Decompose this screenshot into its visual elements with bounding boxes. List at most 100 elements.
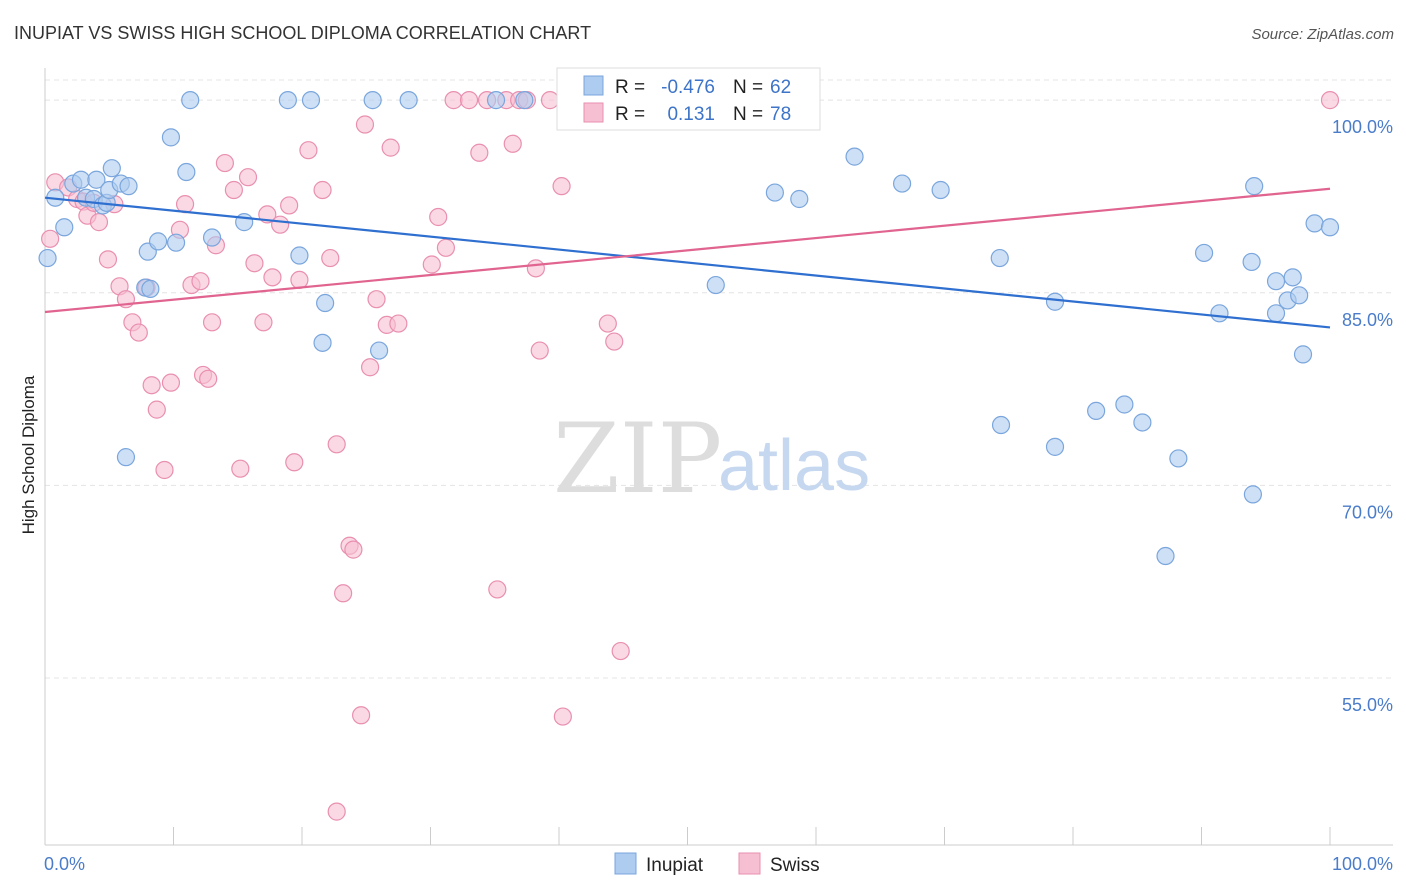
inupiat-point [765, 183, 784, 202]
swiss-point [202, 313, 222, 332]
swiss-point [526, 259, 545, 278]
swiss-point [1320, 91, 1340, 110]
swiss-point [161, 373, 181, 392]
swiss-r-value: 0.131 [667, 104, 715, 125]
inupiat-trend-line [44, 196, 1331, 329]
swiss-point [285, 453, 304, 472]
chart-title: INUPIAT VS SWISS HIGH SCHOOL DIPLOMA COR… [14, 23, 591, 43]
swiss-point [470, 143, 489, 162]
swiss-point [367, 290, 386, 309]
inupiat-point [301, 91, 321, 110]
swiss-point [598, 314, 617, 333]
y-axis-label: High School Diploma [19, 375, 38, 534]
y-tick-label: 70.0% [1342, 502, 1393, 522]
inupiat-point [790, 189, 809, 209]
inupiat-point [1243, 485, 1263, 504]
swiss-point [503, 134, 522, 153]
inupiat-point [71, 170, 91, 189]
inupiat-point [1087, 401, 1106, 421]
swiss-point [313, 180, 332, 200]
swiss-point [327, 435, 346, 454]
swiss-trend-line [44, 187, 1331, 314]
swiss-point [444, 91, 463, 110]
watermark-zip: ZIP [553, 403, 722, 515]
swiss-point [422, 255, 441, 274]
inupiat-point [55, 218, 74, 237]
swiss-point [355, 115, 375, 134]
inupiat-point [370, 341, 389, 360]
inupiat-point [1045, 292, 1065, 311]
swiss-point [238, 168, 258, 187]
x-tick-label: 0.0% [44, 854, 85, 874]
inupiat-point [1115, 395, 1134, 414]
inupiat-point [363, 91, 382, 110]
inupiat-point [102, 159, 121, 178]
tick-labels: 100.0% 85.0% 70.0% 55.0% 0.0% 100.0% [44, 117, 1393, 874]
inupiat-series [38, 91, 1340, 566]
x-tick-label: 100.0% [1332, 854, 1393, 874]
inupiat-legend-swatch [583, 75, 604, 96]
swiss-point [280, 196, 299, 215]
swiss-point [530, 341, 549, 360]
swiss-point [175, 195, 195, 214]
inupiat-r-label: R = [615, 77, 645, 98]
inupiat-point [119, 177, 138, 196]
swiss-point [605, 332, 624, 351]
inupiat-point [148, 232, 168, 251]
swiss-point [129, 323, 148, 342]
inupiat-point [1245, 177, 1264, 196]
inupiat-r-value: -0.476 [661, 77, 715, 98]
inupiat-point [1290, 286, 1309, 305]
inupiat-n-label: N = [733, 77, 763, 98]
inupiat-point [177, 162, 196, 182]
swiss-legend-label: Swiss [770, 855, 820, 876]
swiss-point [361, 358, 380, 377]
swiss-point [215, 153, 234, 173]
watermark: ZIP atlas [553, 403, 870, 515]
y-tick-label: 85.0% [1342, 310, 1393, 330]
swiss-point [540, 91, 560, 110]
swiss-n-value: 78 [770, 104, 791, 125]
inupiat-point [1305, 214, 1324, 233]
inupiat-point [116, 448, 136, 467]
swiss-point [389, 314, 408, 333]
swiss-point [245, 254, 264, 273]
watermark-atlas: atlas [718, 426, 870, 506]
swiss-point [611, 641, 630, 661]
inupiat-point [1156, 546, 1175, 566]
inupiat-point [1133, 413, 1152, 432]
inupiat-point [931, 180, 950, 200]
inupiat-point [313, 333, 332, 352]
swiss-point [352, 706, 371, 725]
swiss-point [191, 272, 210, 291]
swiss-legend-swatch [583, 102, 604, 123]
source-label: Source: ZipAtlas.com [1251, 26, 1394, 43]
inupiat-legend-label: Inupiat [646, 855, 704, 876]
inupiat-point [990, 248, 1009, 268]
inupiat-point [1210, 304, 1229, 323]
inupiat-point [991, 415, 1011, 435]
swiss-point [327, 802, 346, 821]
inupiat-point [1045, 437, 1065, 456]
inupiat-point [181, 91, 200, 110]
swiss-point [231, 459, 250, 478]
inupiat-point [1194, 243, 1214, 263]
series-legend: Inupiat Swiss [614, 852, 820, 876]
swiss-point [98, 250, 118, 269]
inupiat-point [1169, 449, 1188, 468]
swiss-n-label: N = [733, 104, 763, 125]
y-tick-label: 100.0% [1332, 117, 1393, 137]
inupiat-point [1320, 218, 1340, 237]
swiss-point [299, 141, 318, 160]
swiss-point [271, 215, 290, 234]
swiss-point [254, 313, 273, 332]
y-tick-label: 55.0% [1342, 695, 1393, 715]
swiss-point [334, 584, 353, 603]
swiss-point [381, 138, 400, 157]
inupiat-point [1266, 272, 1286, 291]
swiss-point [436, 238, 456, 257]
inupiat-point [515, 91, 534, 110]
inupiat-n-value: 62 [770, 77, 791, 98]
inupiat-point [161, 128, 181, 147]
